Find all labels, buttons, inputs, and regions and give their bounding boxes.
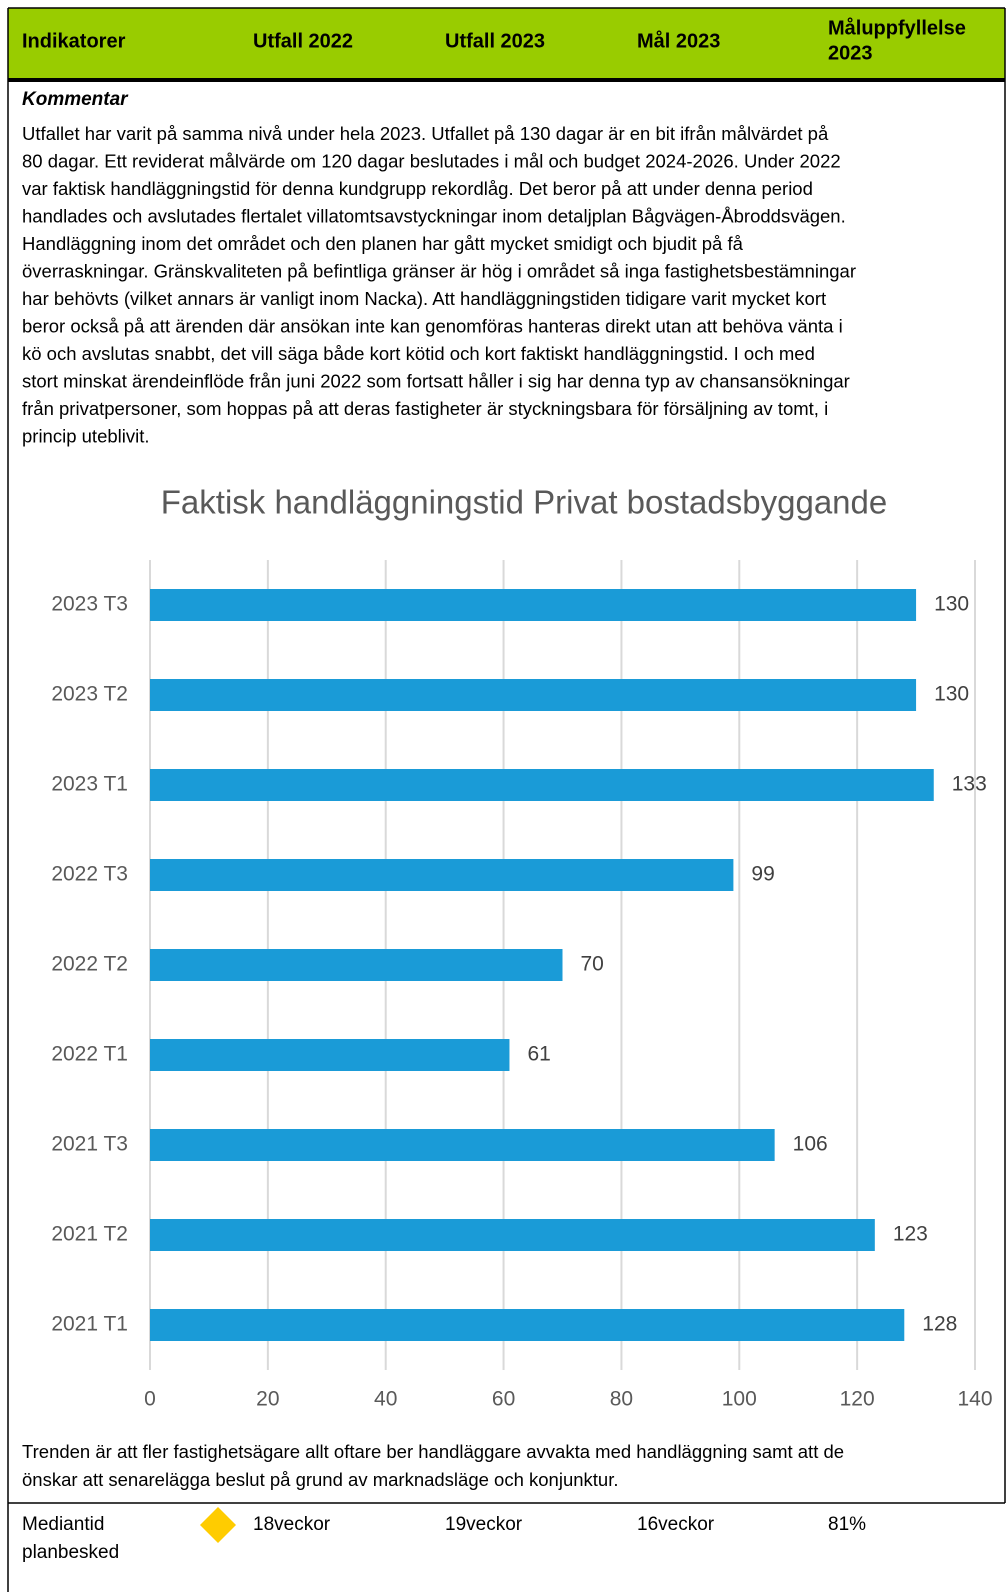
bar [150, 1039, 510, 1071]
bar [150, 949, 563, 981]
comment-line: beror också på att ärenden där ansökan i… [22, 315, 843, 336]
row-cell: Mediantid [22, 1514, 104, 1535]
header-cell: 2023 [828, 42, 873, 64]
comment-line: Utfallet har varit på samma nivå under h… [22, 123, 829, 144]
comment-line: stort minskat ärendeinflöde från juni 20… [22, 370, 850, 391]
row-cell: planbesked [22, 1542, 119, 1563]
value-label: 70 [581, 953, 604, 976]
value-label: 130 [934, 593, 969, 616]
after-line: Trenden är att fler fastighetsägare allt… [22, 1441, 844, 1462]
comment-line: kö och avslutas snabbt, det vill säga bå… [22, 343, 815, 364]
x-tick-label: 100 [722, 1388, 757, 1411]
y-tick-label: 2023 T1 [51, 773, 128, 796]
x-tick-label: 20 [256, 1388, 279, 1411]
comment-line: var faktisk handläggningstid för denna k… [22, 178, 813, 199]
value-label: 133 [952, 773, 987, 796]
x-tick-label: 140 [957, 1388, 992, 1411]
header-bar [8, 8, 1005, 80]
value-label: 106 [793, 1133, 828, 1156]
bar [150, 769, 934, 801]
y-tick-label: 2021 T2 [51, 1223, 128, 1246]
bar [150, 1219, 875, 1251]
comment-line: princip uteblivit. [22, 425, 150, 446]
comment-line: Handläggning inom det området och den pl… [22, 233, 744, 254]
x-tick-label: 60 [492, 1388, 515, 1411]
value-label: 61 [527, 1043, 550, 1066]
chart-title: Faktisk handläggningstid Privat bostadsb… [161, 484, 887, 521]
x-tick-label: 120 [840, 1388, 875, 1411]
header-cell: Utfall 2022 [253, 30, 353, 52]
x-tick-label: 80 [610, 1388, 633, 1411]
header-cell: Utfall 2023 [445, 30, 545, 52]
value-label: 130 [934, 683, 969, 706]
x-tick-label: 0 [144, 1388, 156, 1411]
bar [150, 1309, 905, 1341]
y-tick-label: 2023 T3 [51, 593, 128, 616]
value-label: 128 [922, 1313, 957, 1336]
row-cell: 18veckor [253, 1514, 331, 1535]
row-cell: 19veckor [445, 1514, 523, 1535]
bar [150, 679, 917, 711]
y-tick-label: 2022 T3 [51, 863, 128, 886]
bar [150, 859, 734, 891]
value-label: 99 [751, 863, 774, 886]
status-diamond [200, 1507, 236, 1543]
y-tick-label: 2023 T2 [51, 683, 128, 706]
comment-line: 80 dagar. Ett reviderat målvärde om 120 … [22, 150, 841, 171]
after-line: önskar att senarelägga beslut på grund a… [22, 1469, 619, 1490]
comment-line: handlades och avslutades flertalet villa… [22, 205, 846, 226]
bar [150, 1129, 775, 1161]
row-cell: 16veckor [637, 1514, 715, 1535]
x-tick-label: 40 [374, 1388, 397, 1411]
comment-heading: Kommentar [22, 89, 129, 110]
header-cell: Indikatorer [22, 30, 126, 52]
value-label: 123 [893, 1223, 928, 1246]
bar [150, 589, 917, 621]
comment-line: från privatpersoner, som hoppas på att d… [22, 398, 828, 419]
header-cell: Måluppfyllelse [828, 16, 966, 39]
y-tick-label: 2022 T2 [51, 953, 128, 976]
comment-line: överraskningar. Gränskvaliteten på befin… [22, 260, 856, 281]
row-cell: 81% [828, 1514, 866, 1535]
y-tick-label: 2022 T1 [51, 1043, 128, 1066]
y-tick-label: 2021 T1 [51, 1313, 128, 1336]
comment-line: har behövts (vilket annars är vanligt in… [22, 288, 826, 309]
header-cell: Mål 2023 [637, 29, 720, 52]
y-tick-label: 2021 T3 [51, 1133, 128, 1156]
